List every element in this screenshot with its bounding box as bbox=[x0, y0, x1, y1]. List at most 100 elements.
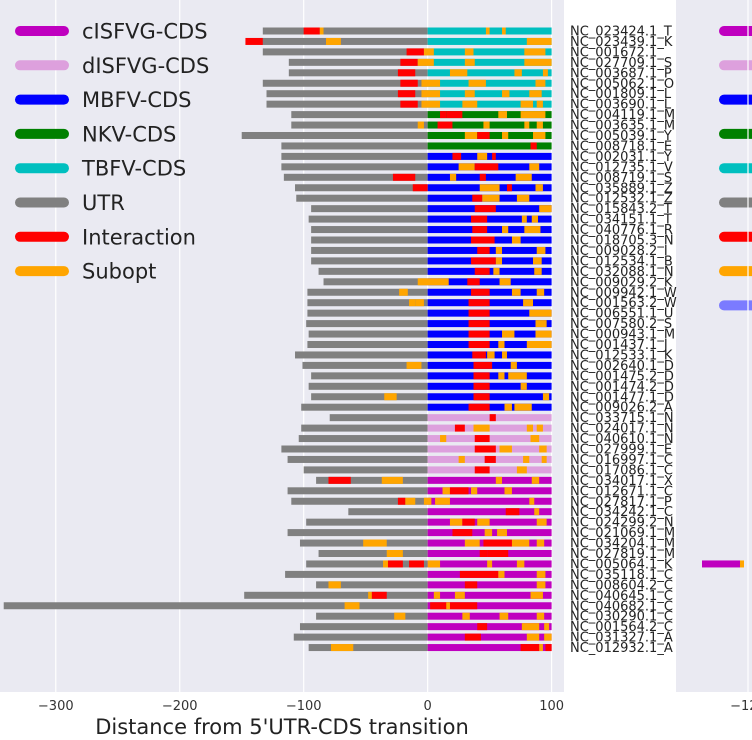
subopt-segment bbox=[531, 476, 540, 484]
row-label: NC_008604.2_C bbox=[570, 578, 673, 593]
subopt-segment bbox=[530, 591, 543, 599]
subopt-segment bbox=[529, 90, 542, 98]
row-label: NC_040776.1_R bbox=[570, 223, 673, 238]
utr-bar bbox=[301, 424, 428, 432]
subopt-segment bbox=[499, 612, 509, 620]
utr-bar bbox=[308, 382, 428, 390]
subopt-segment bbox=[498, 111, 507, 119]
row-label: NC_001564.2_C bbox=[570, 620, 673, 635]
interaction-segment bbox=[471, 257, 496, 265]
right-x-tick-label: −120 bbox=[730, 699, 752, 714]
interaction-segment bbox=[473, 382, 490, 390]
interaction-segment bbox=[446, 111, 463, 119]
row-label: NC_016997.1_C bbox=[570, 453, 673, 468]
row-label: NC_012534.1_B bbox=[570, 254, 673, 269]
interaction-segment bbox=[400, 79, 418, 87]
subopt-segment bbox=[499, 278, 511, 286]
interaction-segment bbox=[530, 142, 537, 150]
subopt-segment bbox=[535, 320, 547, 328]
row-label: NC_040645.1_C bbox=[570, 589, 673, 604]
subopt-segment bbox=[504, 487, 512, 495]
row-label: NC_030290.1_C bbox=[570, 610, 673, 625]
legend: cISFVG-CDS dISFVG-CDS MBFV-CDS NKV-CDS TBFV-… bbox=[15, 20, 209, 284]
interaction-segment bbox=[245, 37, 263, 45]
subopt-segment bbox=[462, 612, 470, 620]
subopt-segment bbox=[328, 581, 341, 589]
row-label: NC_006551.1_U bbox=[570, 307, 673, 322]
subopt-segment bbox=[502, 90, 510, 98]
subopt-segment bbox=[523, 299, 534, 307]
interaction-segment bbox=[468, 309, 490, 317]
interaction-segment bbox=[477, 132, 490, 139]
utr-bar bbox=[318, 550, 428, 557]
subopt-segment bbox=[473, 424, 490, 432]
subopt-segment bbox=[415, 299, 424, 307]
row-label: NC_003687.1_P bbox=[570, 66, 672, 81]
subopt-segment bbox=[520, 111, 546, 119]
utr-bar bbox=[262, 79, 428, 87]
utr-bar bbox=[298, 435, 428, 443]
subopt-segment bbox=[514, 69, 522, 77]
cds-bar bbox=[427, 69, 552, 77]
subopt-segment bbox=[326, 37, 341, 45]
row-label: NC_027819.1_M bbox=[570, 547, 675, 562]
utr-bar bbox=[281, 142, 428, 150]
utr-bar bbox=[307, 309, 428, 317]
subopt-segment bbox=[511, 539, 530, 547]
subopt-segment bbox=[458, 455, 465, 463]
utr-bar bbox=[303, 466, 428, 474]
interaction-segment bbox=[520, 644, 540, 652]
x-ticks: −300 −200 −100 0 100 bbox=[38, 699, 564, 714]
cds-bar bbox=[427, 476, 552, 484]
subopt-segment bbox=[330, 644, 354, 652]
subopt-segment bbox=[446, 602, 450, 610]
interaction-segment bbox=[400, 100, 418, 108]
subopt-segment bbox=[520, 100, 534, 108]
subopt-segment bbox=[526, 424, 534, 432]
utr-bar bbox=[308, 644, 428, 652]
subopt-segment bbox=[544, 633, 552, 641]
subopt-segment bbox=[533, 257, 542, 265]
subopt-segment bbox=[406, 361, 422, 369]
row-label: NC_009029.2_K bbox=[570, 275, 673, 290]
row-label: NC_001563.2_W bbox=[570, 296, 677, 311]
subopt-segment bbox=[524, 48, 546, 56]
row-label: NC_009026.2_A bbox=[570, 401, 673, 416]
cds-bar bbox=[427, 414, 552, 422]
interaction-segment bbox=[449, 487, 469, 495]
subopt-segment bbox=[508, 372, 527, 380]
right-panel-subopt-segment bbox=[740, 560, 744, 568]
row-label: NC_015843.2_T bbox=[570, 202, 672, 217]
utr-bar bbox=[318, 267, 428, 275]
subopt-segment bbox=[542, 69, 548, 77]
subopt-segment bbox=[539, 205, 552, 213]
interaction-segment bbox=[479, 173, 486, 181]
utr-bar bbox=[329, 414, 428, 422]
interaction-segment bbox=[387, 560, 403, 568]
subopt-segment bbox=[523, 455, 530, 463]
row-label: NC_001475.2_D bbox=[570, 369, 674, 384]
subopt-segment bbox=[384, 393, 397, 401]
cds-bar bbox=[427, 644, 552, 652]
legend-label: Interaction bbox=[82, 225, 196, 249]
subopt-segment bbox=[435, 497, 450, 505]
cds-bar bbox=[427, 591, 552, 599]
interaction-segment bbox=[467, 278, 480, 286]
subopt-segment bbox=[383, 560, 388, 568]
subopt-segment bbox=[536, 288, 545, 296]
interaction-segment bbox=[479, 550, 488, 557]
cds-bar bbox=[427, 142, 552, 150]
row-label: NC_027709.1_S bbox=[570, 56, 672, 71]
utr-bar bbox=[301, 403, 428, 411]
subopt-segment bbox=[344, 602, 360, 610]
subopt-segment bbox=[544, 623, 550, 631]
subopt-segment bbox=[464, 132, 478, 139]
subopt-segment bbox=[535, 330, 552, 338]
row-label: NC_035118.1_C bbox=[570, 568, 673, 583]
utr-bar bbox=[311, 372, 428, 380]
utr-bar bbox=[288, 58, 428, 66]
row-label: NC_024017.1_N bbox=[570, 422, 674, 437]
cds-bar bbox=[427, 508, 552, 516]
interaction-segment bbox=[464, 633, 481, 641]
interaction-segment bbox=[472, 351, 486, 359]
